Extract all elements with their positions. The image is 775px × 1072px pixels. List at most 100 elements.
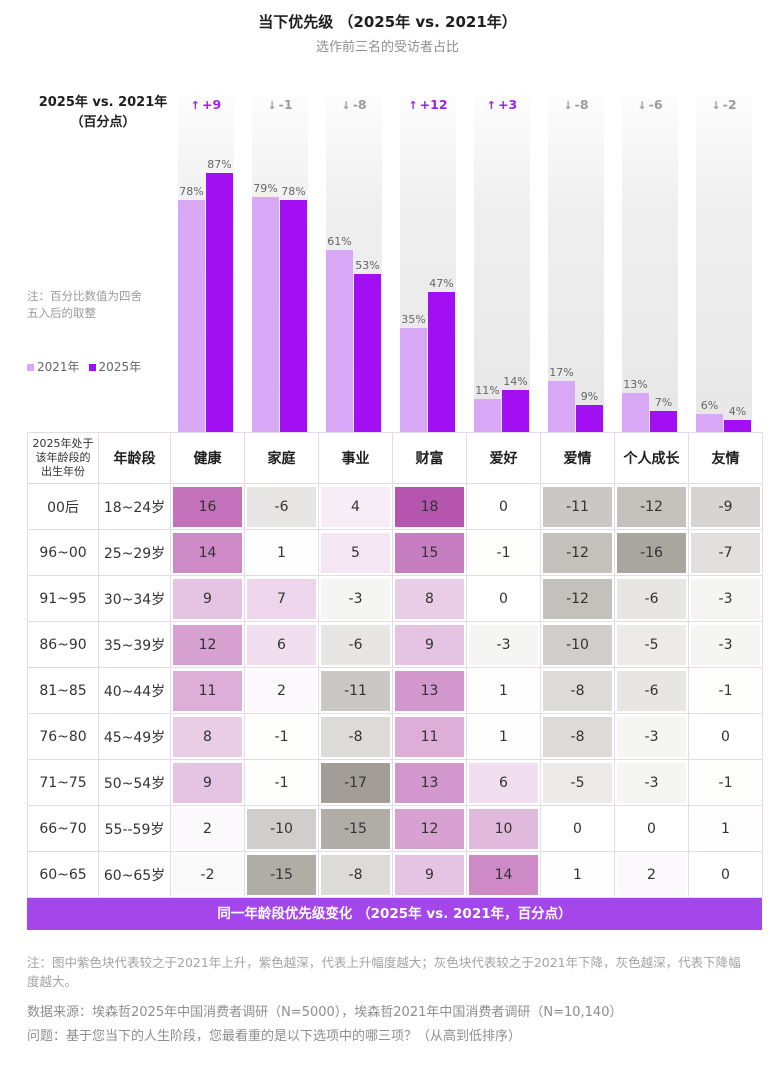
change-label: ↑ +3 (474, 97, 530, 114)
heat-cell: -6 (244, 483, 319, 530)
column-header: 健康 (170, 432, 245, 484)
bar-value-number: 79 (253, 181, 268, 195)
bar-value-number: 9 (580, 390, 588, 404)
heat-value: -6 (321, 624, 390, 665)
change-label: ↓ -2 (696, 97, 752, 114)
bar-value-number: 61 (327, 235, 342, 249)
heat-value: 6 (247, 624, 316, 665)
heat-cell: 9 (392, 621, 467, 668)
age-range-cell: 50~54岁 (98, 759, 171, 806)
bar-value-number: 87 (207, 157, 222, 171)
bar-series-2 (724, 420, 751, 432)
heat-value: 1 (691, 808, 760, 849)
bar-value-number: 35 (401, 312, 416, 326)
age-range-cell: 40~44岁 (98, 667, 171, 714)
chart-title: 当下优先级 （2025年 vs. 2021年） (258, 13, 517, 31)
heat-cell: -3 (466, 621, 541, 668)
heat-cell: -12 (614, 483, 689, 530)
bar-series-1 (326, 250, 353, 432)
heat-cell: 6 (244, 621, 319, 668)
legend-swatch-2025 (88, 363, 96, 371)
heat-value: 16 (173, 486, 242, 527)
bar-value-label: 17% (542, 366, 582, 379)
heat-value: 0 (469, 486, 538, 527)
heat-value: 8 (173, 716, 242, 757)
heat-cell: -6 (614, 667, 689, 714)
heat-cell: -3 (688, 621, 763, 668)
bar-value-unit: % (735, 405, 747, 419)
heat-cell: 9 (170, 759, 245, 806)
age-range-cell: 30~34岁 (98, 575, 171, 622)
heat-cell: 13 (392, 759, 467, 806)
bar-value-number: 53 (355, 259, 370, 273)
heat-value: 14 (173, 532, 242, 573)
birth-year-cell: 76~80 (27, 713, 99, 760)
heat-cell: 1 (244, 529, 319, 576)
bar-series-1 (400, 327, 427, 432)
bar-series-2 (576, 405, 603, 432)
heat-value: -1 (247, 716, 316, 757)
bar-value-label: 61% (320, 235, 360, 248)
heat-value: -8 (543, 670, 612, 711)
bar-value-unit: % (443, 276, 454, 290)
heat-value: 1 (469, 670, 538, 711)
age-range-cell: 18~24岁 (98, 483, 171, 530)
bar-series-2 (650, 411, 677, 432)
heat-cell: -1 (688, 667, 763, 714)
heat-cell: -9 (688, 483, 763, 530)
table-row: 00后 18~24岁 16 -6 4 18 0 -11 -12 -9 (27, 483, 763, 530)
heatmap-table: 2025年处于 该年龄段的 出生年份 年龄段 健康 家庭 事业 财富 爱好 爱情 个人成长 友情 00… (27, 432, 763, 898)
heat-cell: 16 (170, 483, 245, 530)
bar-value-label: 14% (496, 375, 536, 388)
heat-cell: 11 (392, 713, 467, 760)
change-axis-label-line2: （百分点） (70, 115, 136, 130)
table-row: 76~80 45~49岁 8 -1 -8 11 1 -8 -3 0 (27, 713, 763, 760)
bar-value-unit: % (661, 396, 673, 410)
heat-value: -16 (617, 532, 686, 573)
arrow-down-icon: ↓ (563, 99, 573, 112)
heat-value: -15 (321, 808, 390, 849)
heat-value: -6 (247, 486, 316, 527)
legend-item-2025: 2025年 (88, 359, 141, 375)
heat-value: 0 (617, 808, 686, 849)
heat-value: -2 (173, 854, 242, 895)
column-header: 爱情 (540, 432, 615, 484)
column-header: 个人成长 (614, 432, 689, 484)
heat-cell: -6 (614, 575, 689, 622)
bar-value-unit: % (587, 390, 599, 404)
heat-cell: 13 (392, 667, 467, 714)
heat-cell: -1 (244, 713, 319, 760)
heat-cell: -17 (318, 759, 393, 806)
heat-value: 9 (173, 578, 242, 619)
birth-year-header-line: 2025年处于 (32, 437, 94, 450)
bar-series-2 (502, 390, 529, 432)
heat-value: 11 (395, 716, 464, 757)
heat-value: 4 (321, 486, 390, 527)
birth-year-cell: 66~70 (27, 805, 99, 852)
bar-value-unit: % (415, 312, 426, 326)
change-label: ↑ +9 (178, 97, 234, 114)
heat-value: -3 (617, 762, 686, 803)
heat-cell: 7 (244, 575, 319, 622)
heat-cell: 9 (392, 851, 467, 898)
heat-cell: -12 (540, 575, 615, 622)
birth-year-cell: 91~95 (27, 575, 99, 622)
bar-value-number: 6 (700, 399, 708, 413)
bar-value-label: 87% (200, 158, 240, 171)
change-label: ↓ -8 (548, 97, 604, 114)
heat-value: 9 (395, 854, 464, 895)
heat-cell: -12 (540, 529, 615, 576)
heat-cell: 9 (170, 575, 245, 622)
bar-value-label: 11% (468, 384, 508, 397)
heat-value: 2 (617, 854, 686, 895)
bar-value-unit: % (221, 157, 232, 171)
heat-value: -17 (321, 762, 390, 803)
arrow-up-icon: ↑ (190, 99, 201, 112)
table-row: 91~95 30~34岁 9 7 -3 8 0 -12 -6 -3 (27, 575, 763, 622)
bar-value-label: 79% (246, 182, 286, 195)
age-range-cell: 25~29岁 (98, 529, 171, 576)
heat-value: -8 (543, 716, 612, 757)
heat-value: -8 (321, 854, 390, 895)
bar-series-1 (252, 196, 279, 432)
bar-series-1 (696, 414, 723, 432)
